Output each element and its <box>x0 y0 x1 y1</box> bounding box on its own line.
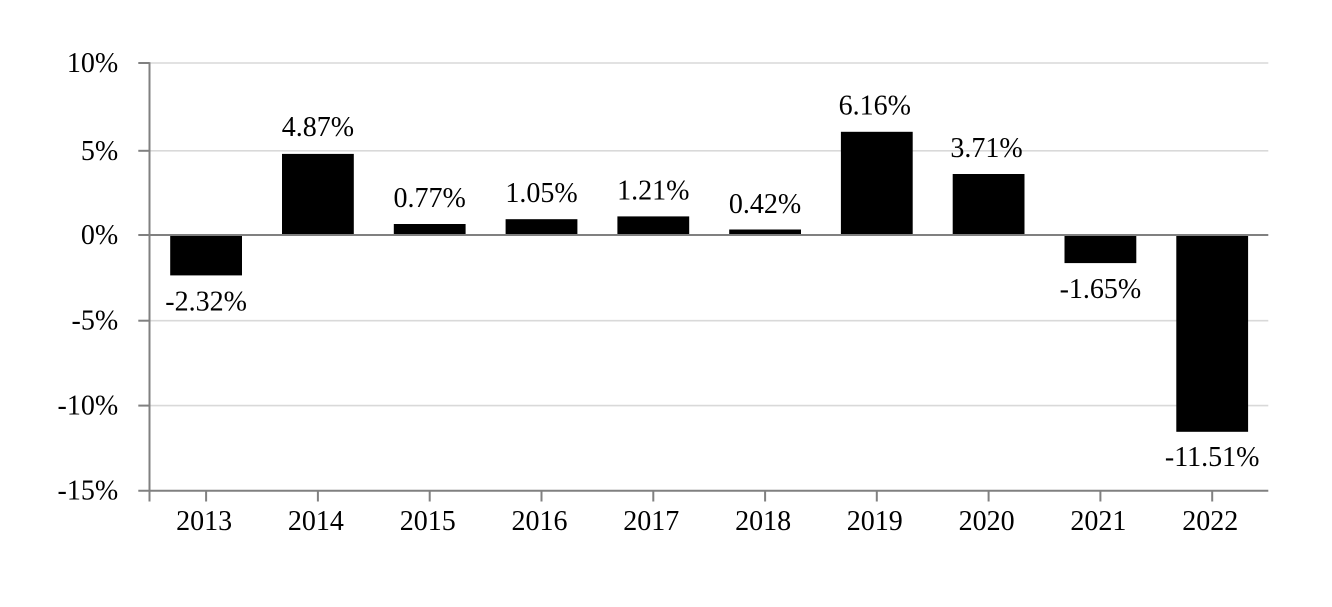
svg-text:2020: 2020 <box>959 506 1015 537</box>
svg-text:1.05%: 1.05% <box>505 178 577 209</box>
svg-text:2014: 2014 <box>288 506 344 537</box>
svg-text:6.16%: 6.16% <box>839 90 911 121</box>
svg-text:2016: 2016 <box>512 506 568 537</box>
svg-text:2021: 2021 <box>1070 506 1126 537</box>
svg-text:4.87%: 4.87% <box>282 112 354 143</box>
svg-text:2018: 2018 <box>735 506 791 537</box>
svg-text:0.77%: 0.77% <box>394 183 466 214</box>
svg-text:0.42%: 0.42% <box>729 189 801 220</box>
svg-text:-2.32%: -2.32% <box>165 287 247 318</box>
svg-text:2015: 2015 <box>400 506 456 537</box>
svg-text:-10%: -10% <box>58 391 119 422</box>
svg-text:-15%: -15% <box>58 475 119 506</box>
svg-text:-1.65%: -1.65% <box>1060 274 1142 305</box>
svg-text:2019: 2019 <box>847 506 903 537</box>
svg-text:3.71%: 3.71% <box>950 133 1022 164</box>
svg-text:0%: 0% <box>81 220 118 251</box>
svg-text:5%: 5% <box>81 136 118 167</box>
svg-text:10%: 10% <box>67 48 118 79</box>
svg-text:-11.51%: -11.51% <box>1165 442 1260 473</box>
svg-text:1.21%: 1.21% <box>617 175 689 206</box>
svg-text:2013: 2013 <box>176 506 232 537</box>
svg-text:2017: 2017 <box>623 506 679 537</box>
svg-text:-5%: -5% <box>72 306 119 337</box>
svg-text:2022: 2022 <box>1182 506 1238 537</box>
